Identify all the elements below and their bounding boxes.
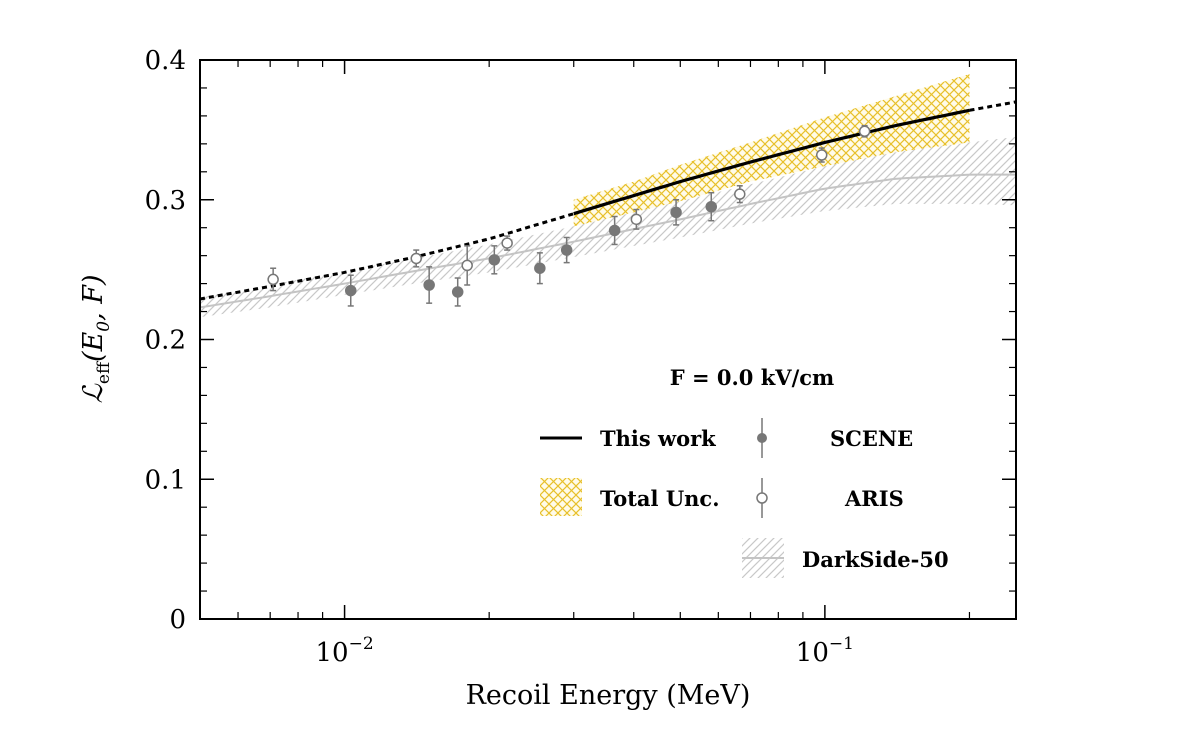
scene-marker [423,279,435,291]
scene-marker [534,262,546,274]
this-work-line [573,108,970,216]
scene-marker [670,206,682,219]
y-tick-label: 0.4 [145,46,186,76]
aris-point [815,147,828,163]
y-label-arg-subscript: 0 [94,321,114,332]
x-tick-label: 10−1 [796,634,854,668]
total-unc-band [573,74,970,227]
aris-point [734,185,746,204]
legend-aris-label: ARIS [844,486,904,511]
this-work-dashed-low [200,212,575,301]
legend-this-work-label: This work [600,426,716,451]
legend-total-unc-swatch [540,478,582,516]
legend-scene-marker [757,433,767,443]
this-work-dashed-high [969,100,1016,112]
y-label-args-end: , F) [78,274,109,320]
legend: This work SCENE Total Unc. ARIS DarkSide… [540,418,949,578]
aris-marker [734,188,746,200]
y-label-symbol: ℒ [78,384,109,404]
scene-point [344,274,357,307]
scene-point [423,266,435,304]
darkside-line [200,173,1016,309]
scene-marker [608,224,621,237]
aris-marker [267,273,279,286]
scene-marker [344,284,357,297]
scene-point [608,215,621,246]
aris-marker [858,125,871,138]
scene-marker [488,254,501,266]
scene-marker [451,286,464,298]
aris-marker [410,252,423,265]
aris-point [267,267,279,292]
scene-point [560,236,573,264]
legend-total-unc-label: Total Unc. [600,486,720,511]
scene-marker [705,200,717,213]
y-tick-label: 0.1 [145,465,186,495]
aris-point [501,235,513,251]
aris-marker [501,237,513,249]
legend-darkside-label: DarkSide-50 [802,547,949,572]
aris-point [461,245,473,286]
aris-point [858,124,871,138]
y-tick-label: 0.2 [145,326,186,356]
scene-point [670,199,682,226]
scene-marker [560,244,573,256]
y-tick-label: 0.3 [145,186,186,216]
legend-scene-label: SCENE [830,426,913,451]
y-label-args: (E [78,331,109,362]
scene-point [705,192,717,222]
scene-point [488,245,501,275]
y-label-subscript: eff [94,360,114,384]
x-axis-label: Recoil Energy (MeV) [466,680,751,711]
aris-marker [815,149,828,161]
aris-point [410,249,423,268]
aris-marker [461,259,473,272]
annotation-field: F = 0.0 kV/cm [670,365,835,390]
y-tick-label: 0 [169,605,186,635]
scene-point [534,252,546,285]
legend-aris-marker [756,492,768,504]
x-tick-label: 10−2 [316,634,374,668]
y-axis-label: ℒeff(E0, F) [78,274,114,403]
aris-point [630,208,643,230]
darkside-band [200,136,1016,318]
aris-marker [630,213,643,226]
scene-point [451,277,464,307]
